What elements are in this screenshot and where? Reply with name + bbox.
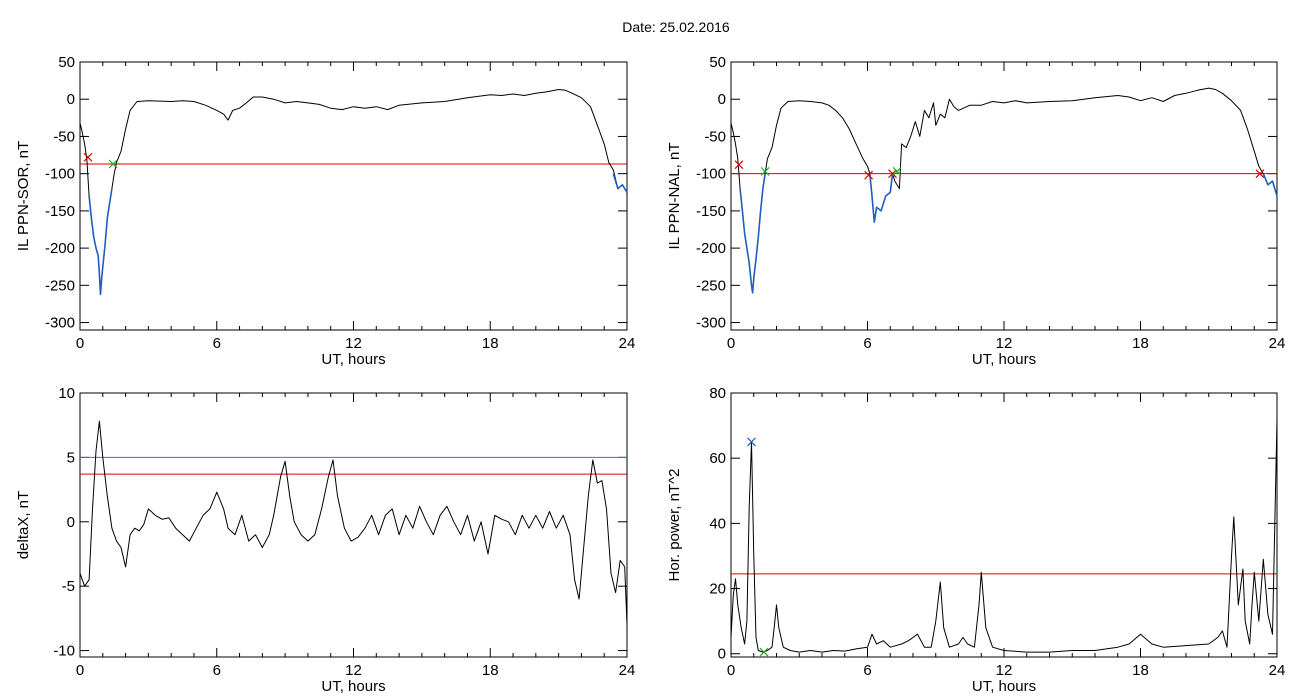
- chart-panel-power: 0 6 12 18 24 80 60 40 20 0 UT, hours Hor. power, nT…: [666, 385, 1285, 695]
- x-tick-label: 6: [863, 335, 871, 352]
- y-tick-label: 0: [718, 646, 726, 663]
- x-marker: [734, 160, 744, 170]
- x-tick-label: 12: [345, 335, 362, 352]
- x-tick-label: 18: [482, 662, 499, 679]
- x-marker: [1255, 169, 1265, 179]
- x-tick-label: 12: [345, 662, 362, 679]
- x-tick-label: 24: [619, 335, 636, 352]
- x-marker: [747, 437, 756, 447]
- y-tick-label: -300: [45, 315, 75, 332]
- y-tick-label: -50: [704, 128, 726, 145]
- series-line: [739, 173, 766, 294]
- y-tick-label: 5: [67, 449, 75, 466]
- x-marker-stroke: [108, 159, 118, 169]
- x-marker: [108, 159, 118, 169]
- x-marker-stroke: [888, 169, 897, 179]
- x-marker: [864, 170, 874, 180]
- series-line: [79, 420, 628, 625]
- x-marker-stroke: [734, 160, 744, 170]
- y-tick-label: -200: [45, 240, 75, 257]
- y-axis-label: Hor. power, nT^2: [666, 469, 683, 582]
- y-tick-label: -5: [62, 578, 75, 595]
- x-tick-label: 18: [1132, 662, 1149, 679]
- x-axis-label: UT, hours: [321, 351, 385, 368]
- x-tick-label: 6: [863, 662, 871, 679]
- x-marker-stroke: [760, 167, 770, 176]
- x-marker: [888, 169, 897, 179]
- y-tick-label: -10: [53, 643, 75, 660]
- y-tick-label: 0: [67, 91, 75, 108]
- plot-frame: [79, 61, 628, 331]
- y-tick-label: 40: [709, 515, 726, 532]
- x-tick-label: 6: [213, 335, 221, 352]
- x-tick-label: 24: [1269, 662, 1286, 679]
- y-tick-label: 80: [709, 385, 726, 402]
- x-tick-label: 0: [727, 335, 735, 352]
- x-tick-label: 0: [76, 335, 84, 352]
- y-tick-label: 60: [709, 450, 726, 467]
- y-tick-label: -100: [45, 166, 75, 183]
- y-tick-label: -150: [696, 203, 726, 220]
- x-marker-stroke: [1255, 169, 1265, 179]
- y-tick-label: 50: [709, 54, 726, 71]
- series-line: [612, 173, 628, 193]
- x-marker-stroke: [747, 437, 756, 447]
- plot-frame: [730, 392, 1278, 658]
- x-axis-label: UT, hours: [972, 678, 1036, 695]
- y-tick-label: 10: [58, 385, 75, 402]
- chart-panel-sor: 0 6 12 18 24 50 0 -50 -100 -150 -200 -250 -300 UT, ho…: [15, 54, 635, 368]
- x-marker: [760, 167, 770, 176]
- x-marker: [892, 167, 902, 176]
- y-tick-label: 20: [709, 581, 726, 598]
- x-tick-label: 12: [996, 662, 1013, 679]
- x-marker-stroke: [83, 152, 93, 162]
- x-tick-label: 24: [1269, 335, 1286, 352]
- y-tick-label: -150: [45, 203, 75, 220]
- y-axis-label: deltaX, nT: [15, 491, 32, 559]
- y-axis-label: IL PPN-NAL, nT: [666, 143, 683, 250]
- x-tick-label: 18: [1132, 335, 1149, 352]
- x-marker-stroke: [759, 647, 769, 657]
- y-tick-label: -250: [45, 277, 75, 294]
- y-tick-label: -200: [696, 240, 726, 257]
- x-tick-label: 0: [727, 662, 735, 679]
- x-tick-label: 24: [619, 662, 636, 679]
- series-line: [730, 419, 1278, 653]
- x-marker: [83, 152, 93, 162]
- x-marker-stroke: [864, 170, 874, 180]
- x-tick-label: 0: [76, 662, 84, 679]
- y-tick-label: 0: [718, 91, 726, 108]
- x-axis-label: UT, hours: [972, 351, 1036, 368]
- x-tick-label: 12: [996, 335, 1013, 352]
- y-tick-label: 0: [67, 514, 75, 531]
- y-axis-label: IL PPN-SOR, nT: [15, 141, 32, 251]
- series-line: [79, 89, 628, 295]
- x-tick-label: 6: [213, 662, 221, 679]
- x-tick-label: 18: [482, 335, 499, 352]
- y-tick-label: 50: [58, 54, 75, 71]
- y-tick-label: -300: [696, 315, 726, 332]
- x-marker-stroke: [892, 167, 902, 176]
- x-axis-label: UT, hours: [321, 678, 385, 695]
- series-line: [869, 173, 894, 223]
- x-marker: [759, 647, 769, 657]
- y-tick-label: -50: [53, 128, 75, 145]
- series-line: [88, 188, 113, 296]
- series-line: [1262, 173, 1278, 197]
- chart-panel-nal: 0 6 12 18 24 50 0 -50 -100 -150 -200 -250 -300 UT, ho…: [666, 54, 1285, 368]
- figure-title: Date: 25.02.2016: [622, 19, 730, 35]
- chart-panel-deltax: 0 6 12 18 24 10 5 0 -5 -10 UT, hours deltaX, nT: [15, 385, 635, 695]
- y-tick-label: -250: [696, 277, 726, 294]
- plot-frame: [79, 392, 628, 658]
- series-line: [730, 87, 1278, 294]
- y-tick-label: -100: [696, 166, 726, 183]
